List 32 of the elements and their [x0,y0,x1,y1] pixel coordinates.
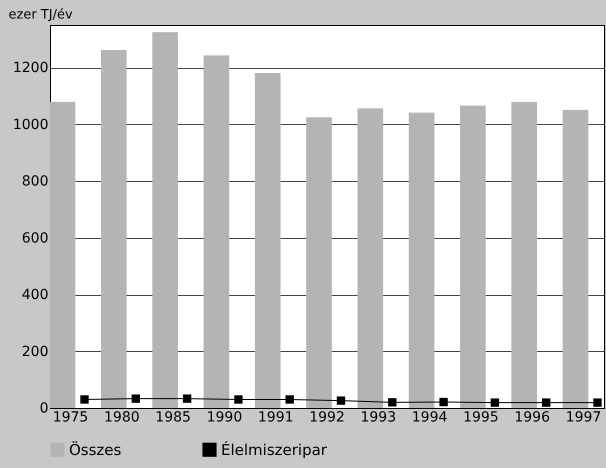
y-tick-label: 400 [22,287,48,304]
x-tick-label: 1996 [514,410,550,426]
bar [152,32,178,408]
bar [357,108,384,408]
bar [50,102,76,408]
y-tick-label: 600 [22,230,48,246]
x-tick-label: 1991 [258,410,294,426]
x-tick-label: 1990 [206,410,242,426]
bar [460,106,486,408]
x-tick-label: 1992 [309,410,345,426]
x-tick-label: 1994 [412,410,448,426]
bar [254,72,281,408]
y-tick-label: 1000 [12,116,48,133]
x-tick-label: 1975 [52,410,88,426]
bar [408,112,434,408]
y-tick-label: 1200 [12,60,48,76]
legend-label: Élelmiszeripar [221,440,328,459]
x-tick-label: 1995 [463,410,499,426]
x-tick-label: 1985 [155,410,191,426]
y-tick-label: 0 [40,400,48,416]
x-tick-label: 1993 [360,410,396,426]
bar [562,110,588,408]
bar [204,55,230,408]
x-tick-label: 1980 [104,410,140,426]
bar [306,117,332,408]
bar [100,50,127,408]
x-tick-label: 1997 [566,410,602,426]
y-axis-title: ezer TJ/év [8,8,73,22]
y-tick-label: 200 [22,344,48,360]
bar [511,102,538,408]
legend-label: Összes [69,440,122,459]
y-tick-label: 800 [22,174,48,190]
